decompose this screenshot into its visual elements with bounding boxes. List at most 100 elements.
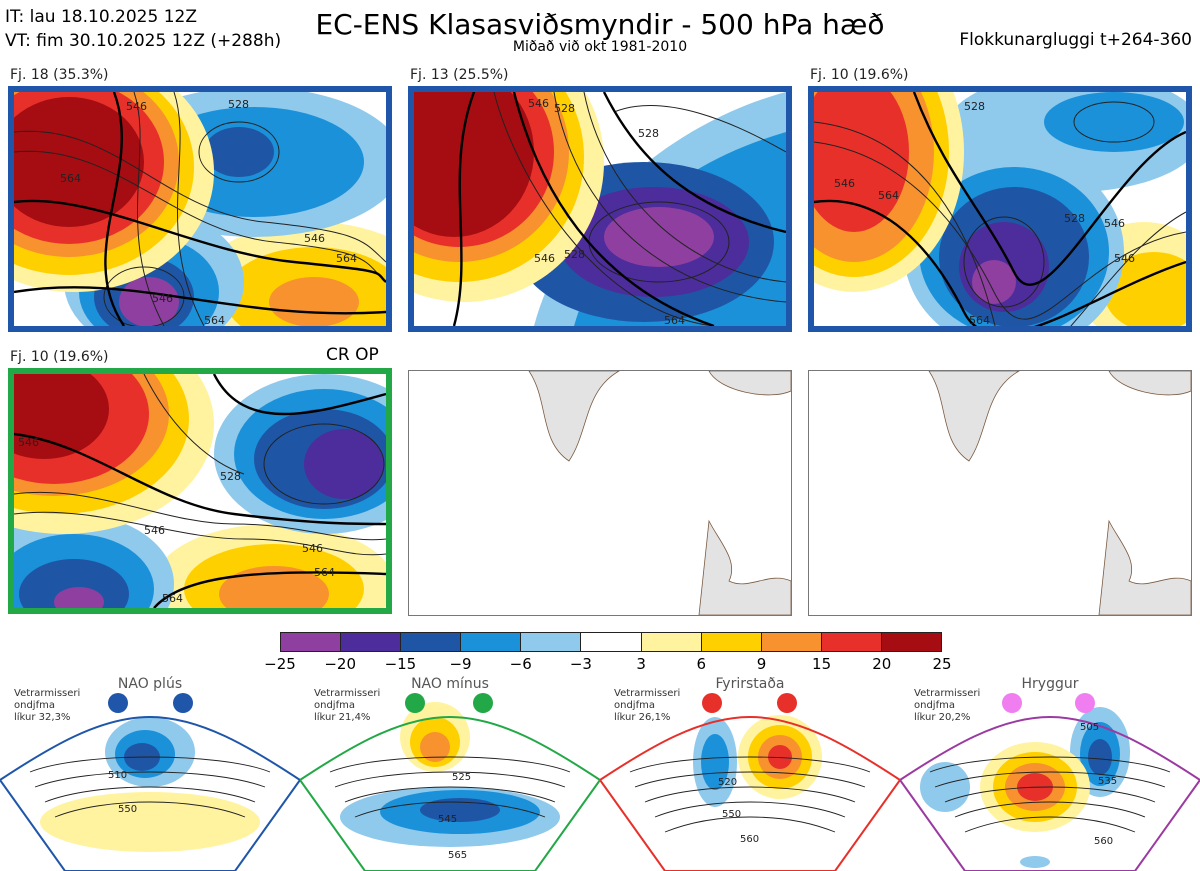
contour-label: 564 <box>162 592 183 605</box>
control-run-label: CR OP <box>326 345 379 365</box>
cluster-2-map: 546 528 528 546 528 564 <box>408 86 792 332</box>
colorbar-cell <box>341 633 402 651</box>
cluster-4-label: Fj. 10 (19.6%) <box>10 349 109 365</box>
regime-dot <box>777 693 797 713</box>
colorbar-cell <box>821 633 882 651</box>
regime-contour-label: 525 <box>452 772 471 783</box>
regime-ridge: 505 535 560 Hryggur Vetrarmisseri ondjfm… <box>900 672 1200 871</box>
page-title: EC-ENS Klasasviðsmyndir - 500 hPa hæð <box>315 8 885 41</box>
colorbar-tick: −15 <box>384 655 417 673</box>
regime-stats-line: ondjfma <box>614 700 655 711</box>
header-dates: IT: lau 18.10.2025 12Z VT: fim 30.10.202… <box>5 5 281 53</box>
regime-blocking: 520 550 560 Fyrirstaða Vetrarmisseri ond… <box>600 672 900 871</box>
colorbar-cell <box>281 633 342 651</box>
regime-nao-minus: 525 545 565 NAO mínus Vetrarmisseri ondj… <box>300 672 600 871</box>
colorbar-tick: 9 <box>756 655 767 673</box>
contour-label: 546 <box>126 100 147 113</box>
regime-contour-label: 520 <box>718 777 737 788</box>
regime-stats-line: líkur 26,1% <box>614 712 671 723</box>
contour-label: 564 <box>204 314 225 326</box>
regime-stats-line: ondjfma <box>914 700 955 711</box>
colorbar-cell <box>761 633 822 651</box>
colorbar-cell <box>701 633 762 651</box>
regime-contour-label: 560 <box>1094 836 1113 847</box>
colorbar-cell <box>401 633 462 651</box>
regime-dot <box>1002 693 1022 713</box>
contour-label: 528 <box>1064 212 1085 225</box>
regime-dot <box>108 693 128 713</box>
regime-contour-label: 510 <box>108 770 127 781</box>
colorbar-cell <box>881 633 942 651</box>
colorbar-tick: 15 <box>812 655 832 673</box>
regime-name: Hryggur <box>1021 676 1079 692</box>
regime-dot <box>473 693 493 713</box>
colorbar-cell <box>521 633 582 651</box>
contour-label: 528 <box>964 100 985 113</box>
contour-label: 564 <box>336 252 357 265</box>
colorbar-tick: 3 <box>636 655 646 673</box>
cluster-1-map: 546 528 564 546 546 564 564 <box>8 86 392 332</box>
regime-contour-label: 550 <box>722 809 741 820</box>
regime-contour-label: 505 <box>1080 722 1099 733</box>
initial-time-label: IT: lau 18.10.2025 12Z <box>5 7 197 27</box>
regime-stats-line: Vetrarmisseri <box>614 688 681 699</box>
contour-label: 546 <box>834 177 855 190</box>
regime-stats-line: Vetrarmisseri <box>914 688 981 699</box>
cluster-2-label: Fj. 13 (25.5%) <box>410 67 509 83</box>
colorbar-tick: −6 <box>509 655 532 673</box>
regime-dot <box>1075 693 1095 713</box>
contour-label: 546 <box>528 97 549 110</box>
regime-stats-line: líkur 21,4% <box>314 712 371 723</box>
empty-map-2 <box>808 370 1192 616</box>
contour-label: 528 <box>638 127 659 140</box>
regime-stats-line: líkur 20,2% <box>914 712 971 723</box>
contour-label: 546 <box>1114 252 1135 265</box>
colorbar-cell <box>581 633 642 651</box>
contour-label: 546 <box>1104 217 1125 230</box>
regime-stats: Vetrarmisseri ondjfma líkur 32,3% <box>14 688 80 724</box>
regime-contour-label: 545 <box>438 814 457 825</box>
clustering-window-label: Flokkunargluggi t+264-360 <box>959 30 1192 50</box>
regime-dot <box>405 693 425 713</box>
colorbar-tick: 6 <box>696 655 707 673</box>
colorbar-tick: 25 <box>932 655 952 673</box>
cluster-4-map: 546 528 546 546 564 564 <box>8 368 392 614</box>
regime-dot <box>173 693 193 713</box>
contour-label: 546 <box>152 292 173 305</box>
contour-label: 546 <box>18 436 39 449</box>
colorbar-tick: 20 <box>872 655 892 673</box>
contour-label: 528 <box>564 248 585 261</box>
contour-label: 528 <box>228 98 249 111</box>
regime-stats-line: ondjfma <box>314 700 355 711</box>
contour-label: 564 <box>969 314 990 326</box>
valid-time-label: VT: fim 30.10.2025 12Z (+288h) <box>5 31 282 51</box>
regime-contour-label: 560 <box>740 834 759 845</box>
regime-name: NAO mínus <box>411 676 489 692</box>
cluster-3-map: 528 546 564 528 546 564 546 <box>808 86 1192 332</box>
contour-label: 546 <box>304 232 325 245</box>
colorbar-tick: −9 <box>449 655 472 673</box>
empty-map-1 <box>408 370 792 616</box>
colorbar-tick: −20 <box>324 655 357 673</box>
contour-label: 564 <box>314 566 335 579</box>
contour-label: 564 <box>878 189 899 202</box>
contour-label: 564 <box>664 314 685 326</box>
regime-stats-line: ondjfma <box>14 700 55 711</box>
contour-label: 546 <box>144 524 165 537</box>
regime-stats-line: líkur 32,3% <box>14 712 71 723</box>
regime-stats: Vetrarmisseri ondjfma líkur 20,2% <box>914 688 980 724</box>
regime-contour-label: 550 <box>118 804 137 815</box>
regime-contour-label: 535 <box>1098 776 1117 787</box>
regime-nao-plus: 510 550 NAO plús Vetrarmisseri ondjfma l… <box>0 672 300 871</box>
regime-stats-line: Vetrarmisseri <box>14 688 81 699</box>
regime-name: Fyrirstaða <box>715 676 785 692</box>
contour-label: 528 <box>554 102 575 115</box>
regime-name: NAO plús <box>117 676 183 692</box>
regime-dot <box>702 693 722 713</box>
regime-stats: Vetrarmisseri ondjfma líkur 26,1% <box>614 688 680 724</box>
page-subtitle: Miðað við okt 1981-2010 <box>512 39 688 55</box>
regime-stats-line: Vetrarmisseri <box>314 688 381 699</box>
colorbar-cell <box>641 633 702 651</box>
cluster-3-label: Fj. 10 (19.6%) <box>810 67 909 83</box>
regime-contour-label: 565 <box>448 850 467 861</box>
